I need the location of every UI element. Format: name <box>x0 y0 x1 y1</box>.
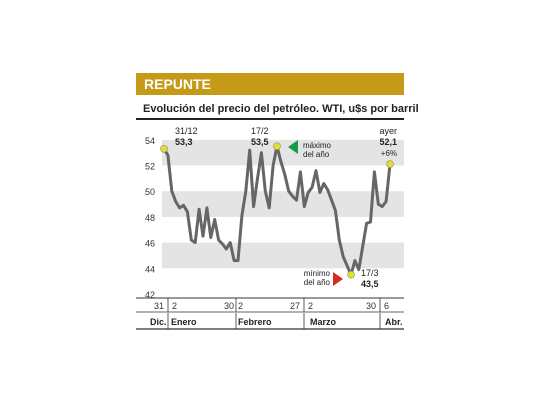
chart-header-title: REPUNTE <box>144 76 211 92</box>
y-tick-label: 54 <box>145 136 155 146</box>
annotation-note: máximo <box>303 141 332 150</box>
annotation-date: ayer <box>379 126 397 136</box>
month-label: Dic. <box>150 317 167 327</box>
annotation-value: 53,3 <box>175 137 193 147</box>
grid-band-0 <box>162 139 404 166</box>
x-tick-label: 2 <box>238 301 243 311</box>
month-label: Enero <box>171 317 197 327</box>
x-tick-label: 2 <box>172 301 177 311</box>
highlight-point-2 <box>347 270 355 279</box>
grid-band-1 <box>162 191 404 217</box>
annotation-date: 17/2 <box>251 126 269 136</box>
highlight-point-3 <box>386 160 394 169</box>
y-tick-label: 48 <box>145 213 155 223</box>
x-tick-label: 27 <box>290 301 300 311</box>
annotation-note: del año <box>304 278 331 287</box>
y-tick-label: 44 <box>145 264 155 274</box>
annotation-value: 52,1 <box>379 137 397 147</box>
annotation-value: 43,5 <box>361 279 379 289</box>
chart-header-bar: REPUNTE <box>136 73 404 95</box>
y-tick-label: 50 <box>145 187 155 197</box>
highlight-point-0 <box>160 144 168 153</box>
min-marker-icon <box>333 272 343 286</box>
x-tick-label: 6 <box>384 301 389 311</box>
x-tick-label: 30 <box>366 301 376 311</box>
annotation-note: del año <box>303 150 330 159</box>
x-tick-label: 2 <box>308 301 313 311</box>
y-tick-label: 46 <box>145 239 155 249</box>
chart-title: Evolución del precio del petróleo. WTI, … <box>143 103 419 115</box>
annotation-value: 53,5 <box>251 137 269 147</box>
y-tick-label: 42 <box>145 290 155 300</box>
annotation-date: 17/3 <box>361 268 379 278</box>
month-label: Febrero <box>238 317 272 327</box>
x-tick-label: 31 <box>154 301 164 311</box>
annotation-change: +6% <box>381 149 397 158</box>
month-label: Marzo <box>310 317 337 327</box>
x-tick-label: 30 <box>224 301 234 311</box>
annotation-note: mínimo <box>304 269 331 278</box>
max-marker-icon <box>288 140 298 154</box>
annotation-date: 31/12 <box>175 126 198 136</box>
highlight-point-1 <box>273 142 281 151</box>
month-label: Abr. <box>385 317 403 327</box>
grid-band-2 <box>162 242 404 269</box>
title-rule <box>136 118 404 120</box>
y-tick-label: 52 <box>145 162 155 172</box>
